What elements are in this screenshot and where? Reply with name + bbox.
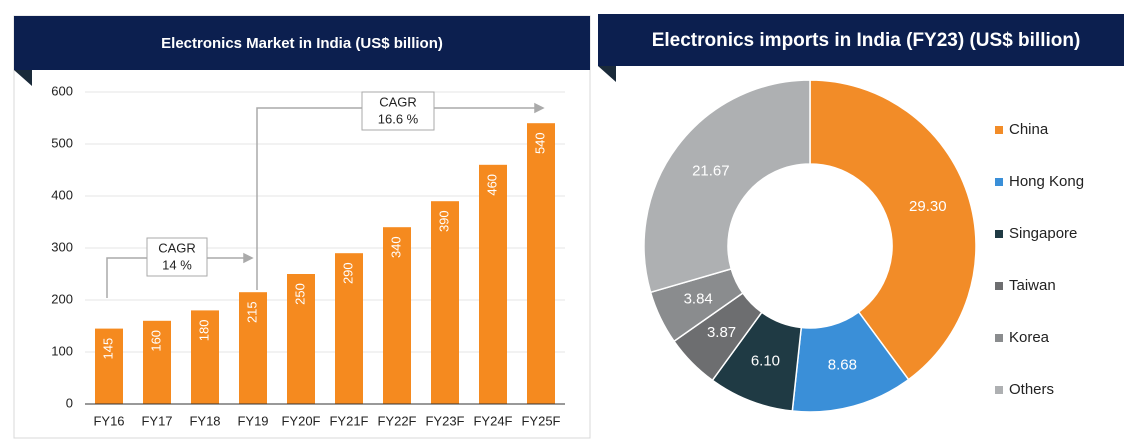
data-label: 390 <box>436 210 451 232</box>
x-tick-label: FY17 <box>141 413 172 428</box>
bar <box>431 201 459 404</box>
y-tick-label: 500 <box>51 135 73 150</box>
donut-slice <box>809 79 977 381</box>
y-tick-label: 100 <box>51 343 73 358</box>
data-label: 29.30 <box>909 198 947 215</box>
y-tick-label: 600 <box>51 83 73 98</box>
y-tick-label: 0 <box>66 395 73 410</box>
legend-label: Singapore <box>1009 225 1077 242</box>
donut-slice <box>643 79 811 294</box>
data-label: 160 <box>148 330 163 352</box>
data-label: 21.67 <box>692 163 730 180</box>
bar <box>287 274 315 404</box>
bar <box>239 292 267 404</box>
data-label: 180 <box>196 320 211 342</box>
annotation: 16.6 % <box>378 111 419 126</box>
data-label: 3.87 <box>707 324 736 341</box>
bar <box>335 253 363 404</box>
legend-label: Hong Kong <box>1009 173 1084 190</box>
annotation-box <box>361 91 435 131</box>
arrow <box>256 107 535 290</box>
legend-label: Korea <box>1009 329 1050 346</box>
x-tick-label: FY19 <box>237 413 268 428</box>
x-tick-label: FY22F <box>377 413 416 428</box>
x-tick-label: FY20F <box>281 413 320 428</box>
data-label: 340 <box>388 236 403 258</box>
legend-swatch <box>995 334 1003 342</box>
y-tick-label: 200 <box>51 291 73 306</box>
arrow-head <box>534 102 545 114</box>
chart-title: Electronics Market in India (US$ billion… <box>161 35 443 52</box>
annotation: CAGR <box>158 240 196 255</box>
bar <box>143 320 171 404</box>
data-label: 6.10 <box>751 353 780 370</box>
data-label: 250 <box>292 283 307 305</box>
legend-label: China <box>1009 121 1049 138</box>
x-tick-label: FY25F <box>521 413 560 428</box>
x-tick-label: FY16 <box>93 413 124 428</box>
legend-swatch <box>995 386 1003 394</box>
y-tick-label: 400 <box>51 187 73 202</box>
chart-title: Electronics imports in India (FY23) (US$… <box>652 30 1081 51</box>
data-label: 3.84 <box>684 291 713 308</box>
legend-label: Others <box>1009 381 1054 398</box>
arrow-head <box>243 252 254 264</box>
right-header <box>598 14 1124 66</box>
header-fold <box>598 66 616 82</box>
header-fold <box>14 70 32 86</box>
legend-swatch <box>995 126 1003 134</box>
bar <box>527 123 555 404</box>
legend-swatch <box>995 282 1003 290</box>
x-tick-label: FY18 <box>189 413 220 428</box>
x-tick-label: FY23F <box>425 413 464 428</box>
left-header <box>14 16 590 70</box>
bar <box>95 328 123 404</box>
legend-swatch <box>995 230 1003 238</box>
annotation: CAGR <box>379 94 417 109</box>
annotation: 14 % <box>162 257 192 272</box>
data-label: 290 <box>340 262 355 284</box>
x-tick-label: FY21F <box>329 413 368 428</box>
bar <box>383 227 411 404</box>
data-label: 145 <box>100 338 115 360</box>
x-tick-label: FY24F <box>473 413 512 428</box>
data-label: 460 <box>484 174 499 196</box>
y-tick-label: 300 <box>51 239 73 254</box>
legend-label: Taiwan <box>1009 277 1056 294</box>
bar <box>191 310 219 404</box>
legend-swatch <box>995 178 1003 186</box>
data-label: 540 <box>532 132 547 154</box>
data-label: 8.68 <box>828 357 857 374</box>
annotation-box <box>146 237 208 277</box>
bar <box>479 164 507 404</box>
data-label: 215 <box>244 301 259 323</box>
